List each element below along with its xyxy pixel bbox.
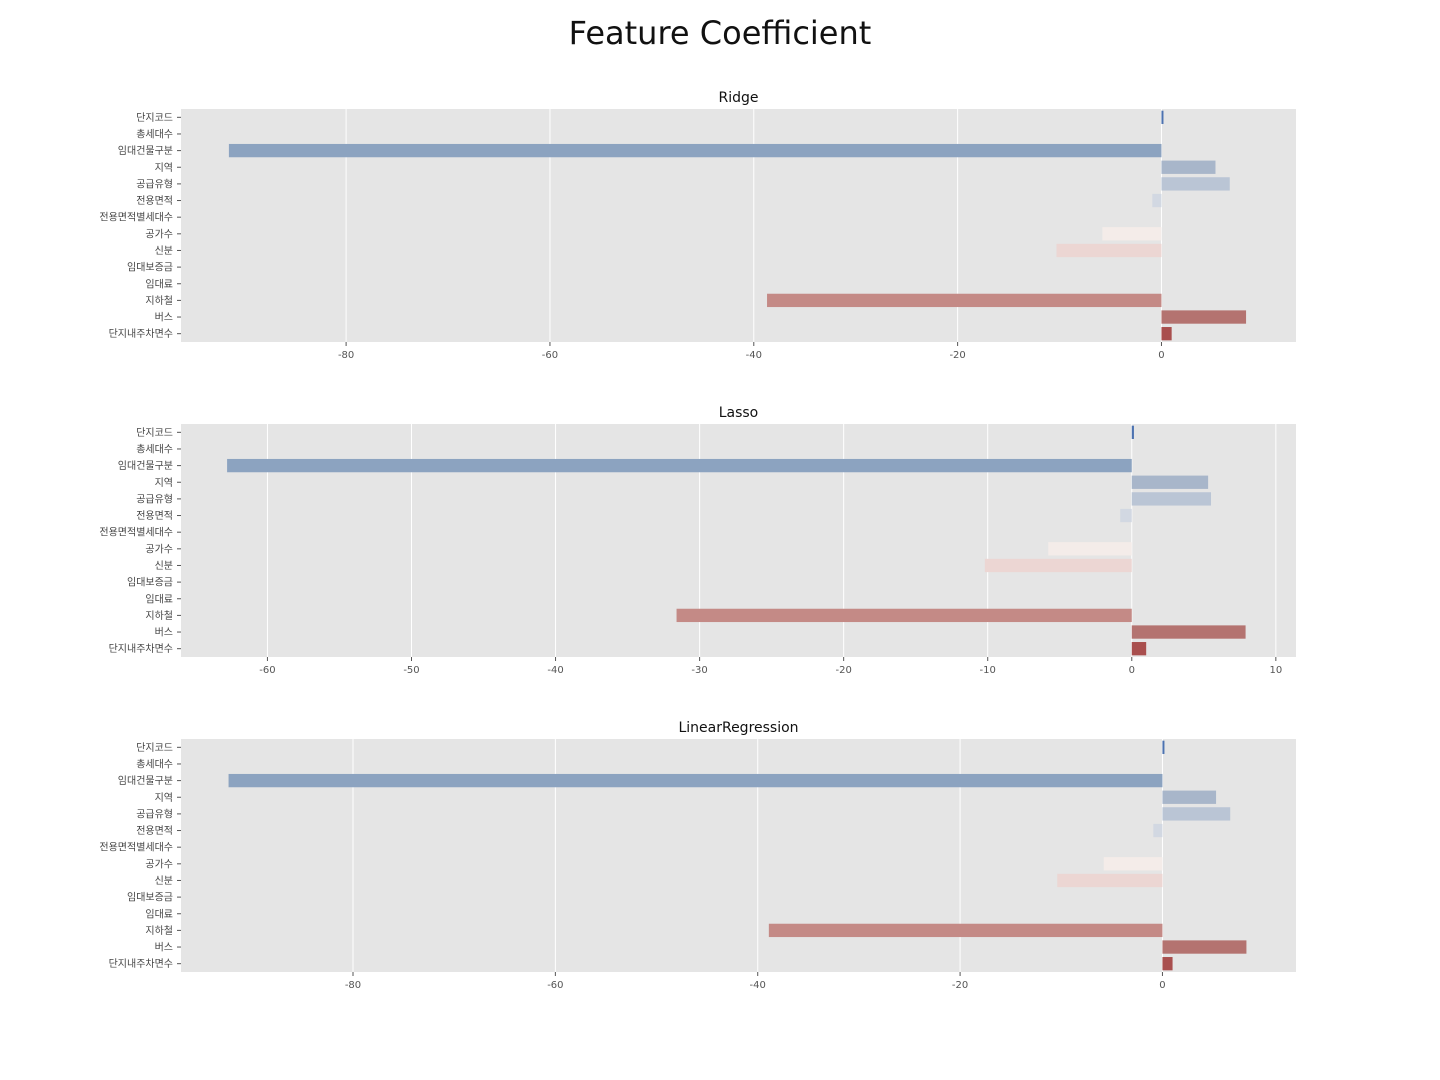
bar-1: [1161, 110, 1164, 124]
y-tick-label: 전용면적별세대수: [99, 842, 173, 854]
bar-1: [1131, 425, 1134, 439]
x-tick-label: -80: [345, 980, 361, 991]
figure-title: Feature Coefficient: [568, 14, 872, 52]
bar-3: [227, 458, 1132, 473]
subplot-lasso: -60 -50 -40 -30 -20 -10 0 10 Lasso 단지코드총세대수임대건물구분…: [99, 405, 1296, 676]
bar-6: [1153, 823, 1163, 838]
bar-14: [1131, 642, 1147, 656]
y-tick-label: 신분: [155, 560, 173, 572]
y-tick-label: 임대건물구분: [118, 459, 173, 472]
y-tick-label: 총세대수: [136, 443, 173, 455]
bar-5: [1131, 492, 1212, 506]
x-tick-label: 0: [1158, 350, 1164, 361]
bar-12: [767, 293, 1162, 308]
y-tick-label: 총세대수: [136, 758, 173, 770]
bar-4: [1131, 475, 1209, 489]
y-tick-label: 단지코드: [136, 742, 173, 754]
bar-13: [1162, 940, 1247, 954]
y-tick-label: 임대보증금: [127, 891, 173, 904]
x-tick-label: -60: [547, 980, 563, 991]
x-tick-label: -40: [750, 980, 766, 991]
subplot-ridge: -80 -60 -40 -20 0 Ridge 단지코드총세대수임대건물구분지역공급유형전용…: [99, 90, 1296, 361]
bar-3: [228, 773, 1163, 788]
x-tick-label: -40: [746, 350, 762, 361]
y-tick-label: 버스: [155, 942, 173, 954]
bar-12: [768, 923, 1163, 938]
y-tick-label: 공가수: [145, 228, 173, 240]
bar-14: [1161, 327, 1172, 341]
bar-9: [984, 558, 1132, 573]
y-tick-label: 임대료: [145, 907, 173, 920]
bar-1: [1162, 740, 1165, 754]
subplot-title: Lasso: [719, 405, 759, 421]
y-tick-label: 공가수: [145, 858, 173, 870]
x-tick-label: -50: [403, 665, 419, 676]
y-tick-label: 지하철: [145, 609, 173, 622]
bar-6: [1152, 193, 1162, 208]
bar-6: [1120, 508, 1132, 523]
bar-4: [1161, 160, 1216, 174]
y-tick-label: 신분: [155, 245, 173, 257]
subplot-linearregression: -80 -60 -40 -20 0 LinearRegression 단지코드총세대수임대건…: [99, 720, 1296, 991]
y-tick-label: 지역: [155, 477, 173, 489]
bar-14: [1162, 957, 1173, 971]
y-tick-label: 임대료: [145, 277, 173, 290]
y-tick-label: 버스: [155, 627, 173, 639]
y-tick-label: 신분: [155, 875, 173, 887]
y-tick-label: 임대건물구분: [118, 774, 173, 787]
y-tick-label: 임대보증금: [127, 261, 173, 274]
x-tick-label: -10: [980, 665, 996, 676]
y-tick-label: 임대료: [145, 592, 173, 605]
y-tick-label: 지역: [155, 792, 173, 804]
x-tick-label: -20: [952, 980, 968, 991]
y-tick-label: 단지코드: [136, 112, 173, 124]
y-tick-label: 지하철: [145, 294, 173, 307]
bar-8: [1048, 542, 1132, 556]
y-tick-label: 공가수: [145, 543, 173, 555]
subplot-title: LinearRegression: [678, 720, 798, 736]
y-tick-label: 전용면적: [136, 195, 173, 207]
y-tick-label: 총세대수: [136, 128, 173, 140]
x-tick-label: 0: [1129, 665, 1135, 676]
y-tick-label: 임대보증금: [127, 576, 173, 589]
y-tick-label: 단지내주차면수: [109, 643, 173, 655]
bar-5: [1162, 807, 1231, 821]
subplot-title: Ridge: [718, 90, 758, 106]
bar-5: [1161, 177, 1230, 191]
y-tick-label: 전용면적별세대수: [99, 527, 173, 539]
x-tick-label: -60: [542, 350, 558, 361]
y-tick-label: 단지코드: [136, 427, 173, 439]
bar-12: [676, 608, 1132, 623]
bar-8: [1102, 227, 1162, 241]
x-tick-label: 10: [1269, 665, 1282, 676]
bar-13: [1131, 625, 1246, 639]
x-tick-label: -60: [259, 665, 275, 676]
x-tick-label: -40: [547, 665, 563, 676]
y-tick-label: 공급유형: [136, 493, 173, 505]
y-tick-label: 버스: [155, 312, 173, 324]
y-tick-label: 전용면적별세대수: [99, 212, 173, 224]
x-tick-label: -30: [691, 665, 707, 676]
x-tick-label: -20: [835, 665, 851, 676]
y-tick-label: 공급유형: [136, 178, 173, 190]
bar-8: [1103, 857, 1163, 871]
y-tick-label: 임대건물구분: [118, 144, 173, 157]
y-tick-label: 전용면적: [136, 825, 173, 837]
bar-9: [1056, 243, 1162, 258]
y-tick-label: 전용면적: [136, 510, 173, 522]
y-tick-label: 단지내주차면수: [109, 328, 173, 340]
y-tick-label: 지역: [155, 162, 173, 174]
y-tick-label: 단지내주차면수: [109, 958, 173, 970]
y-tick-label: 지하철: [145, 924, 173, 937]
bar-9: [1057, 873, 1163, 888]
bar-4: [1162, 790, 1217, 804]
x-tick-label: -20: [949, 350, 965, 361]
bar-3: [228, 143, 1162, 158]
x-tick-label: -80: [338, 350, 354, 361]
bar-13: [1161, 310, 1247, 324]
x-tick-label: 0: [1159, 980, 1165, 991]
y-tick-label: 공급유형: [136, 808, 173, 820]
